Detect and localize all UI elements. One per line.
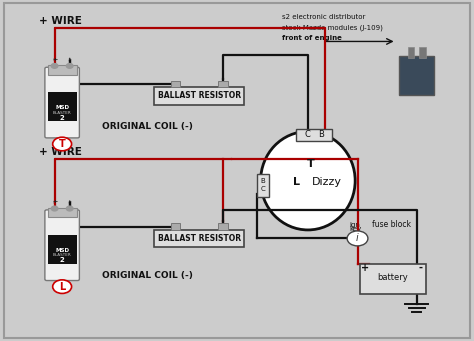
Text: +: +: [52, 199, 57, 205]
Circle shape: [53, 280, 72, 294]
Text: -: -: [68, 57, 71, 62]
Bar: [399, 56, 434, 95]
Text: T: T: [59, 139, 65, 149]
Bar: [155, 229, 244, 247]
Text: -: -: [419, 263, 422, 272]
FancyBboxPatch shape: [45, 210, 79, 281]
Circle shape: [51, 63, 58, 68]
Bar: [48, 65, 76, 75]
Bar: [171, 81, 180, 87]
Text: s2 electronic distributor: s2 electronic distributor: [282, 14, 365, 20]
Text: 2: 2: [60, 115, 64, 120]
Text: B: B: [261, 178, 265, 184]
Bar: [48, 235, 76, 264]
Text: Dizzy: Dizzy: [312, 177, 342, 188]
Bar: [155, 87, 244, 105]
Text: B: B: [318, 130, 324, 139]
Bar: [296, 129, 331, 140]
Text: fuse block: fuse block: [372, 220, 410, 229]
Circle shape: [66, 206, 73, 211]
Bar: [48, 208, 76, 217]
Text: front of engine: front of engine: [282, 35, 342, 41]
Circle shape: [66, 63, 73, 68]
Text: +: +: [362, 263, 370, 272]
Bar: [419, 47, 426, 58]
FancyBboxPatch shape: [45, 67, 79, 138]
Text: ORIGINAL COIL (-): ORIGINAL COIL (-): [102, 122, 193, 131]
Text: C: C: [305, 130, 311, 139]
Text: L: L: [59, 282, 65, 292]
Text: -: -: [68, 199, 71, 205]
Text: stock Mazda modules (J-109): stock Mazda modules (J-109): [282, 25, 383, 31]
Bar: [48, 92, 76, 121]
Text: MSD: MSD: [55, 105, 69, 110]
Bar: [218, 81, 228, 87]
Text: BALLAST RESISTOR: BALLAST RESISTOR: [158, 234, 241, 243]
Text: 2: 2: [60, 257, 64, 263]
Text: C: C: [261, 186, 265, 192]
Bar: [218, 223, 228, 229]
Text: + WIRE: + WIRE: [38, 16, 82, 26]
Bar: [360, 264, 426, 294]
Text: BLASTER: BLASTER: [53, 111, 72, 115]
Text: T: T: [306, 159, 314, 169]
Bar: [257, 174, 269, 197]
Text: MSD: MSD: [55, 248, 69, 253]
Ellipse shape: [261, 131, 355, 230]
Text: ign: ign: [350, 222, 361, 228]
Text: key: key: [349, 226, 361, 232]
Text: i: i: [356, 234, 359, 243]
Text: L: L: [292, 177, 300, 188]
Text: BLASTER: BLASTER: [53, 253, 72, 257]
Bar: [171, 223, 180, 229]
Bar: [408, 47, 414, 58]
Text: BALLAST RESISTOR: BALLAST RESISTOR: [158, 91, 241, 100]
Text: battery: battery: [378, 273, 408, 282]
Circle shape: [51, 206, 58, 211]
Text: +: +: [52, 57, 57, 62]
Circle shape: [53, 137, 72, 151]
Text: + WIRE: + WIRE: [38, 147, 82, 157]
Circle shape: [347, 231, 368, 246]
Text: ORIGINAL COIL (-): ORIGINAL COIL (-): [102, 271, 193, 280]
